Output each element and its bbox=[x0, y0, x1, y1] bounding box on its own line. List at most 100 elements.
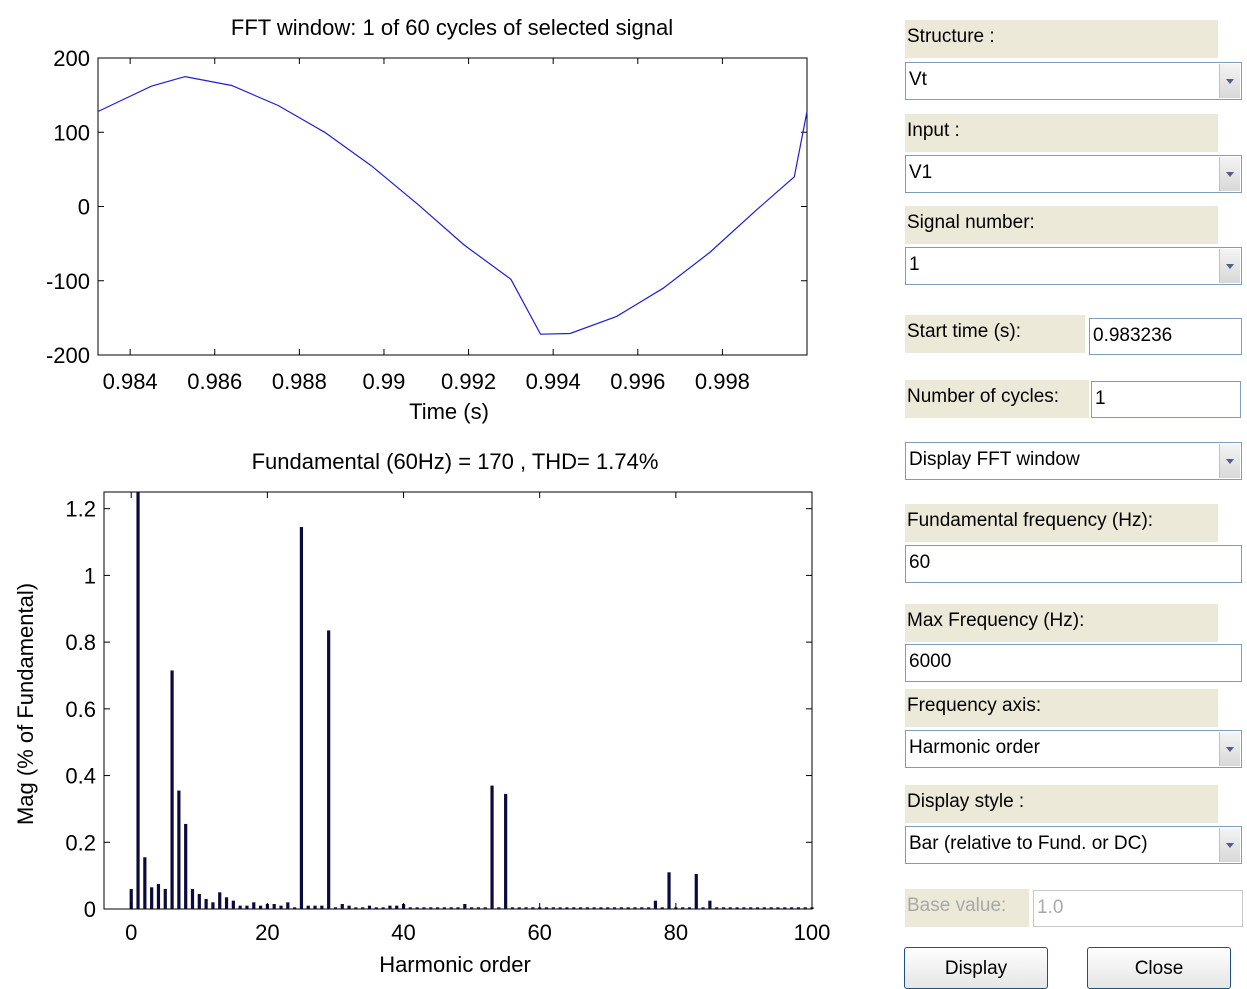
y-tick-label: 1.2 bbox=[65, 497, 96, 522]
harmonic-bar bbox=[395, 905, 399, 909]
harmonic-bar bbox=[769, 907, 773, 909]
display-mode-value: Display FFT window bbox=[909, 449, 1080, 470]
harmonic-bar bbox=[354, 907, 358, 909]
harmonic-bar bbox=[796, 907, 800, 909]
freq-axis-dropdown[interactable]: Harmonic order bbox=[905, 730, 1242, 768]
max-freq-label: Max Frequency (Hz): bbox=[905, 604, 1218, 642]
harmonic-bar bbox=[776, 907, 780, 909]
input-dropdown[interactable]: V1 bbox=[905, 155, 1242, 193]
display-mode-dropdown[interactable]: Display FFT window bbox=[905, 442, 1242, 480]
fund-freq-label: Fundamental frequency (Hz): bbox=[905, 504, 1218, 542]
y-tick-label: 0.8 bbox=[65, 630, 96, 655]
structure-value: Vt bbox=[909, 69, 927, 90]
harmonic-bar bbox=[272, 903, 276, 909]
harmonic-bar bbox=[558, 907, 562, 909]
x-tick-label: 0 bbox=[125, 920, 137, 945]
harmonic-bar bbox=[293, 907, 297, 909]
harmonic-bar bbox=[190, 888, 195, 909]
display-style-value: Bar (relative to Fund. or DC) bbox=[909, 833, 1148, 854]
harmonic-bar bbox=[708, 900, 712, 909]
harmonic-bar bbox=[715, 907, 719, 909]
freq-axis-value: Harmonic order bbox=[909, 737, 1040, 758]
harmonic-bar bbox=[749, 907, 753, 909]
base-value-field: 1.0 bbox=[1033, 890, 1243, 927]
structure-dropdown[interactable]: Vt bbox=[905, 62, 1242, 100]
y-tick-label: 0.6 bbox=[65, 697, 96, 722]
structure-label: Structure : bbox=[905, 20, 1218, 58]
harmonic-bar bbox=[694, 873, 698, 909]
harmonic-bar bbox=[415, 907, 419, 909]
harmonic-bar bbox=[150, 887, 154, 909]
harmonic-bar bbox=[633, 907, 637, 909]
chevron-down-icon[interactable] bbox=[1219, 828, 1240, 862]
harmonic-bar bbox=[762, 907, 766, 909]
input-label: Input : bbox=[905, 114, 1218, 152]
top-plot-title: FFT window: 1 of 60 cycles of selected s… bbox=[231, 15, 673, 40]
display-button[interactable]: Display bbox=[904, 947, 1048, 989]
harmonic-bar bbox=[551, 907, 555, 909]
harmonic-bar bbox=[619, 907, 623, 909]
harmonic-bar bbox=[245, 905, 249, 909]
harmonic-bar bbox=[510, 907, 515, 909]
x-tick-label: 20 bbox=[255, 920, 279, 945]
harmonic-bar bbox=[653, 900, 658, 909]
close-button[interactable]: Close bbox=[1087, 947, 1231, 989]
harmonic-bar bbox=[470, 907, 474, 909]
top-plot-axes bbox=[97, 57, 808, 356]
x-tick-label: 0.986 bbox=[187, 369, 242, 394]
harmonic-bar bbox=[184, 823, 188, 909]
harmonic-bar bbox=[327, 630, 331, 909]
num-cycles-field[interactable]: 1 bbox=[1091, 381, 1241, 418]
y-tick-label: 0.4 bbox=[65, 764, 96, 789]
harmonic-bar bbox=[313, 905, 317, 909]
x-tick-label: 0.99 bbox=[363, 369, 406, 394]
harmonic-bar bbox=[728, 907, 732, 909]
harmonic-bar bbox=[170, 670, 174, 909]
harmonic-bar bbox=[449, 907, 453, 909]
signal-line bbox=[97, 75, 808, 335]
harmonic-bar bbox=[504, 793, 508, 909]
harmonic-bar bbox=[456, 907, 460, 909]
start-time-field[interactable]: 0.983236 bbox=[1089, 318, 1242, 355]
y-tick-label: 0 bbox=[78, 195, 90, 220]
harmonic-bar bbox=[701, 907, 705, 909]
x-tick-label: 100 bbox=[794, 920, 831, 945]
harmonic-bar bbox=[388, 905, 392, 909]
chevron-down-icon[interactable] bbox=[1219, 249, 1240, 283]
harmonic-bar bbox=[333, 907, 338, 909]
harmonic-bar bbox=[565, 907, 569, 909]
harmonic-bar bbox=[367, 905, 372, 909]
harmonic-bar bbox=[218, 892, 222, 909]
y-tick-label: 1 bbox=[84, 563, 96, 588]
harmonic-bar bbox=[381, 907, 385, 909]
chevron-down-icon[interactable] bbox=[1219, 732, 1240, 766]
harmonic-bar bbox=[361, 907, 365, 909]
harmonic-bar bbox=[163, 888, 167, 909]
harmonic-bar bbox=[606, 907, 610, 909]
x-tick-label: 0.988 bbox=[272, 369, 327, 394]
signal-number-dropdown[interactable]: 1 bbox=[905, 247, 1242, 285]
fund-freq-field[interactable]: 60 bbox=[905, 545, 1242, 583]
harmonic-bar bbox=[735, 907, 739, 909]
num-cycles-label: Number of cycles: bbox=[905, 380, 1089, 418]
harmonic-bar bbox=[136, 492, 140, 909]
chevron-down-icon[interactable] bbox=[1219, 64, 1240, 98]
harmonic-bar bbox=[789, 907, 794, 909]
harmonic-bars bbox=[129, 492, 814, 909]
harmonic-bar bbox=[592, 907, 596, 909]
harmonic-bar bbox=[681, 907, 685, 909]
harmonic-bar bbox=[626, 907, 630, 909]
harmonic-bar bbox=[742, 907, 746, 909]
chevron-down-icon[interactable] bbox=[1219, 157, 1240, 191]
bottom-plot-x-ticks: 0 20 40 60 80 100 bbox=[125, 492, 830, 945]
x-tick-label: 0.996 bbox=[610, 369, 665, 394]
display-style-label: Display style : bbox=[905, 785, 1218, 823]
harmonic-bar bbox=[197, 893, 201, 909]
harmonic-bar bbox=[177, 790, 181, 909]
y-tick-label: 100 bbox=[53, 120, 90, 145]
top-plot-y-ticks: 200 100 0 -100 -200 bbox=[46, 46, 807, 368]
max-freq-field[interactable]: 6000 bbox=[905, 644, 1242, 682]
input-value: V1 bbox=[909, 162, 933, 183]
chevron-down-icon[interactable] bbox=[1219, 444, 1240, 478]
display-style-dropdown[interactable]: Bar (relative to Fund. or DC) bbox=[905, 826, 1242, 864]
